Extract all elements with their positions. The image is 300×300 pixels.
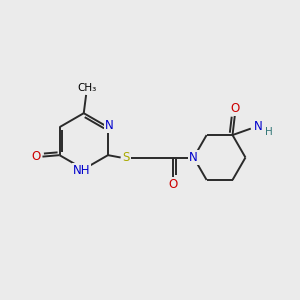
Text: NH: NH [73,164,90,177]
Text: CH₃: CH₃ [77,83,96,94]
Text: S: S [122,151,129,164]
Text: N: N [189,151,198,164]
Text: N: N [105,119,114,132]
Text: O: O [31,150,40,163]
Text: H: H [265,127,272,137]
Text: O: O [168,178,178,190]
Text: N: N [254,120,262,133]
Text: O: O [230,102,239,115]
